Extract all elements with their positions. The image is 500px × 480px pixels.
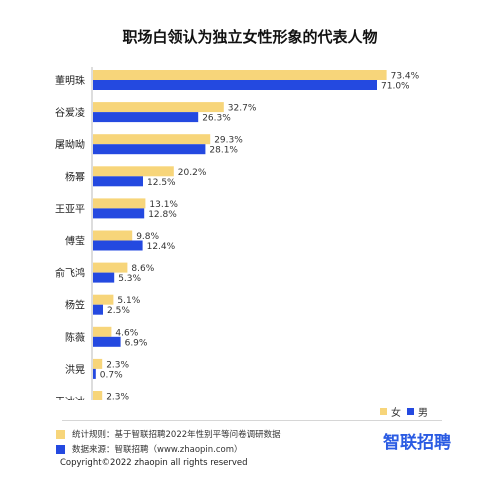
source-note: 数据来源：智联招聘（www.zhaopin.com） [56,443,243,455]
data-label-female: 4.6% [115,328,138,338]
legend: 女 男 [380,404,428,419]
category-label: 谷爱凌 [55,106,85,119]
category-label: 杨笠 [65,299,85,312]
bar-female [93,166,174,177]
data-label-male: 12.4% [147,242,176,252]
data-label-female: 2.3% [106,360,129,370]
data-label-male: 5.3% [118,274,141,284]
bar-male [93,208,145,219]
bar-female [93,134,211,145]
bar-male [93,112,199,123]
brand-logo: 智联招聘 [383,433,451,453]
bar-male [93,272,115,283]
data-label-female: 20.2% [178,168,207,178]
bar-male [93,240,143,251]
bar-female [93,102,224,113]
legend-label-female: 女 [391,408,401,419]
data-label-female: 29.3% [214,136,243,146]
bar-male [93,144,206,155]
data-label-male: 12.8% [148,210,177,220]
data-label-female: 9.8% [136,232,159,242]
bar-male [93,80,377,90]
bar-male [93,176,143,187]
category-label: 傅莹 [65,235,85,248]
category-label: 洪晃 [65,364,85,376]
legend-swatch-female [380,408,387,415]
bar-female [93,198,146,209]
bar-male [93,368,96,379]
data-label-female: 73.4% [391,72,420,82]
copyright-text: Copyright©2022 zhaopin all rights reserv… [60,458,248,468]
data-label-male: 12.5% [147,178,176,188]
bar-female [93,358,103,369]
data-label-male: 0.7% [100,370,123,380]
data-label-female: 13.1% [149,200,178,210]
category-label: 俞飞鸿 [55,267,85,280]
bar-female [93,391,103,400]
bar-male [93,304,103,315]
bar-female [93,230,133,241]
category-label: 董明珠 [55,74,85,87]
category-label: 屠呦呦 [55,138,85,151]
category-label: 王冰冰 [55,395,85,400]
data-label-male: 28.1% [209,146,238,156]
rule-note-text: 统计规则：基于智联招聘2022年性别平等问卷调研数据 [72,430,281,440]
bar-female [93,326,112,337]
data-label-female: 8.6% [131,264,154,274]
rule-note-swatch [56,429,65,439]
bar-female [93,70,387,80]
data-label-male: 6.9% [125,338,148,348]
data-label-male: 26.3% [202,114,231,124]
legend-label-male: 男 [418,408,428,419]
data-label-male: 71.0% [381,82,410,92]
category-label: 陈薇 [65,331,85,344]
chart-title: 职场白领认为独立女性形象的代表人物 [122,28,378,46]
source-note-text: 数据来源：智联招聘（www.zhaopin.com） [72,445,243,455]
data-label-female: 5.1% [117,296,140,306]
category-label: 杨幂 [65,170,85,183]
bar-male [93,336,121,347]
bar-female [93,262,128,273]
rule-note: 统计规则：基于智联招聘2022年性别平等问卷调研数据 [56,428,281,440]
source-note-swatch [56,444,65,454]
footer-divider [62,420,442,421]
bar-chart: 董明珠 73.4%71.0% 谷爱凌 32.7%26.3% 屠呦呦 29.3%28.1% 杨… [55,67,420,401]
category-label: 王亚平 [55,204,85,215]
data-label-male: 2.5% [107,306,130,316]
bar-female [93,294,114,305]
data-label-female: 2.3% [106,393,129,401]
data-label-female: 32.7% [228,104,257,114]
legend-swatch-male [407,408,414,415]
